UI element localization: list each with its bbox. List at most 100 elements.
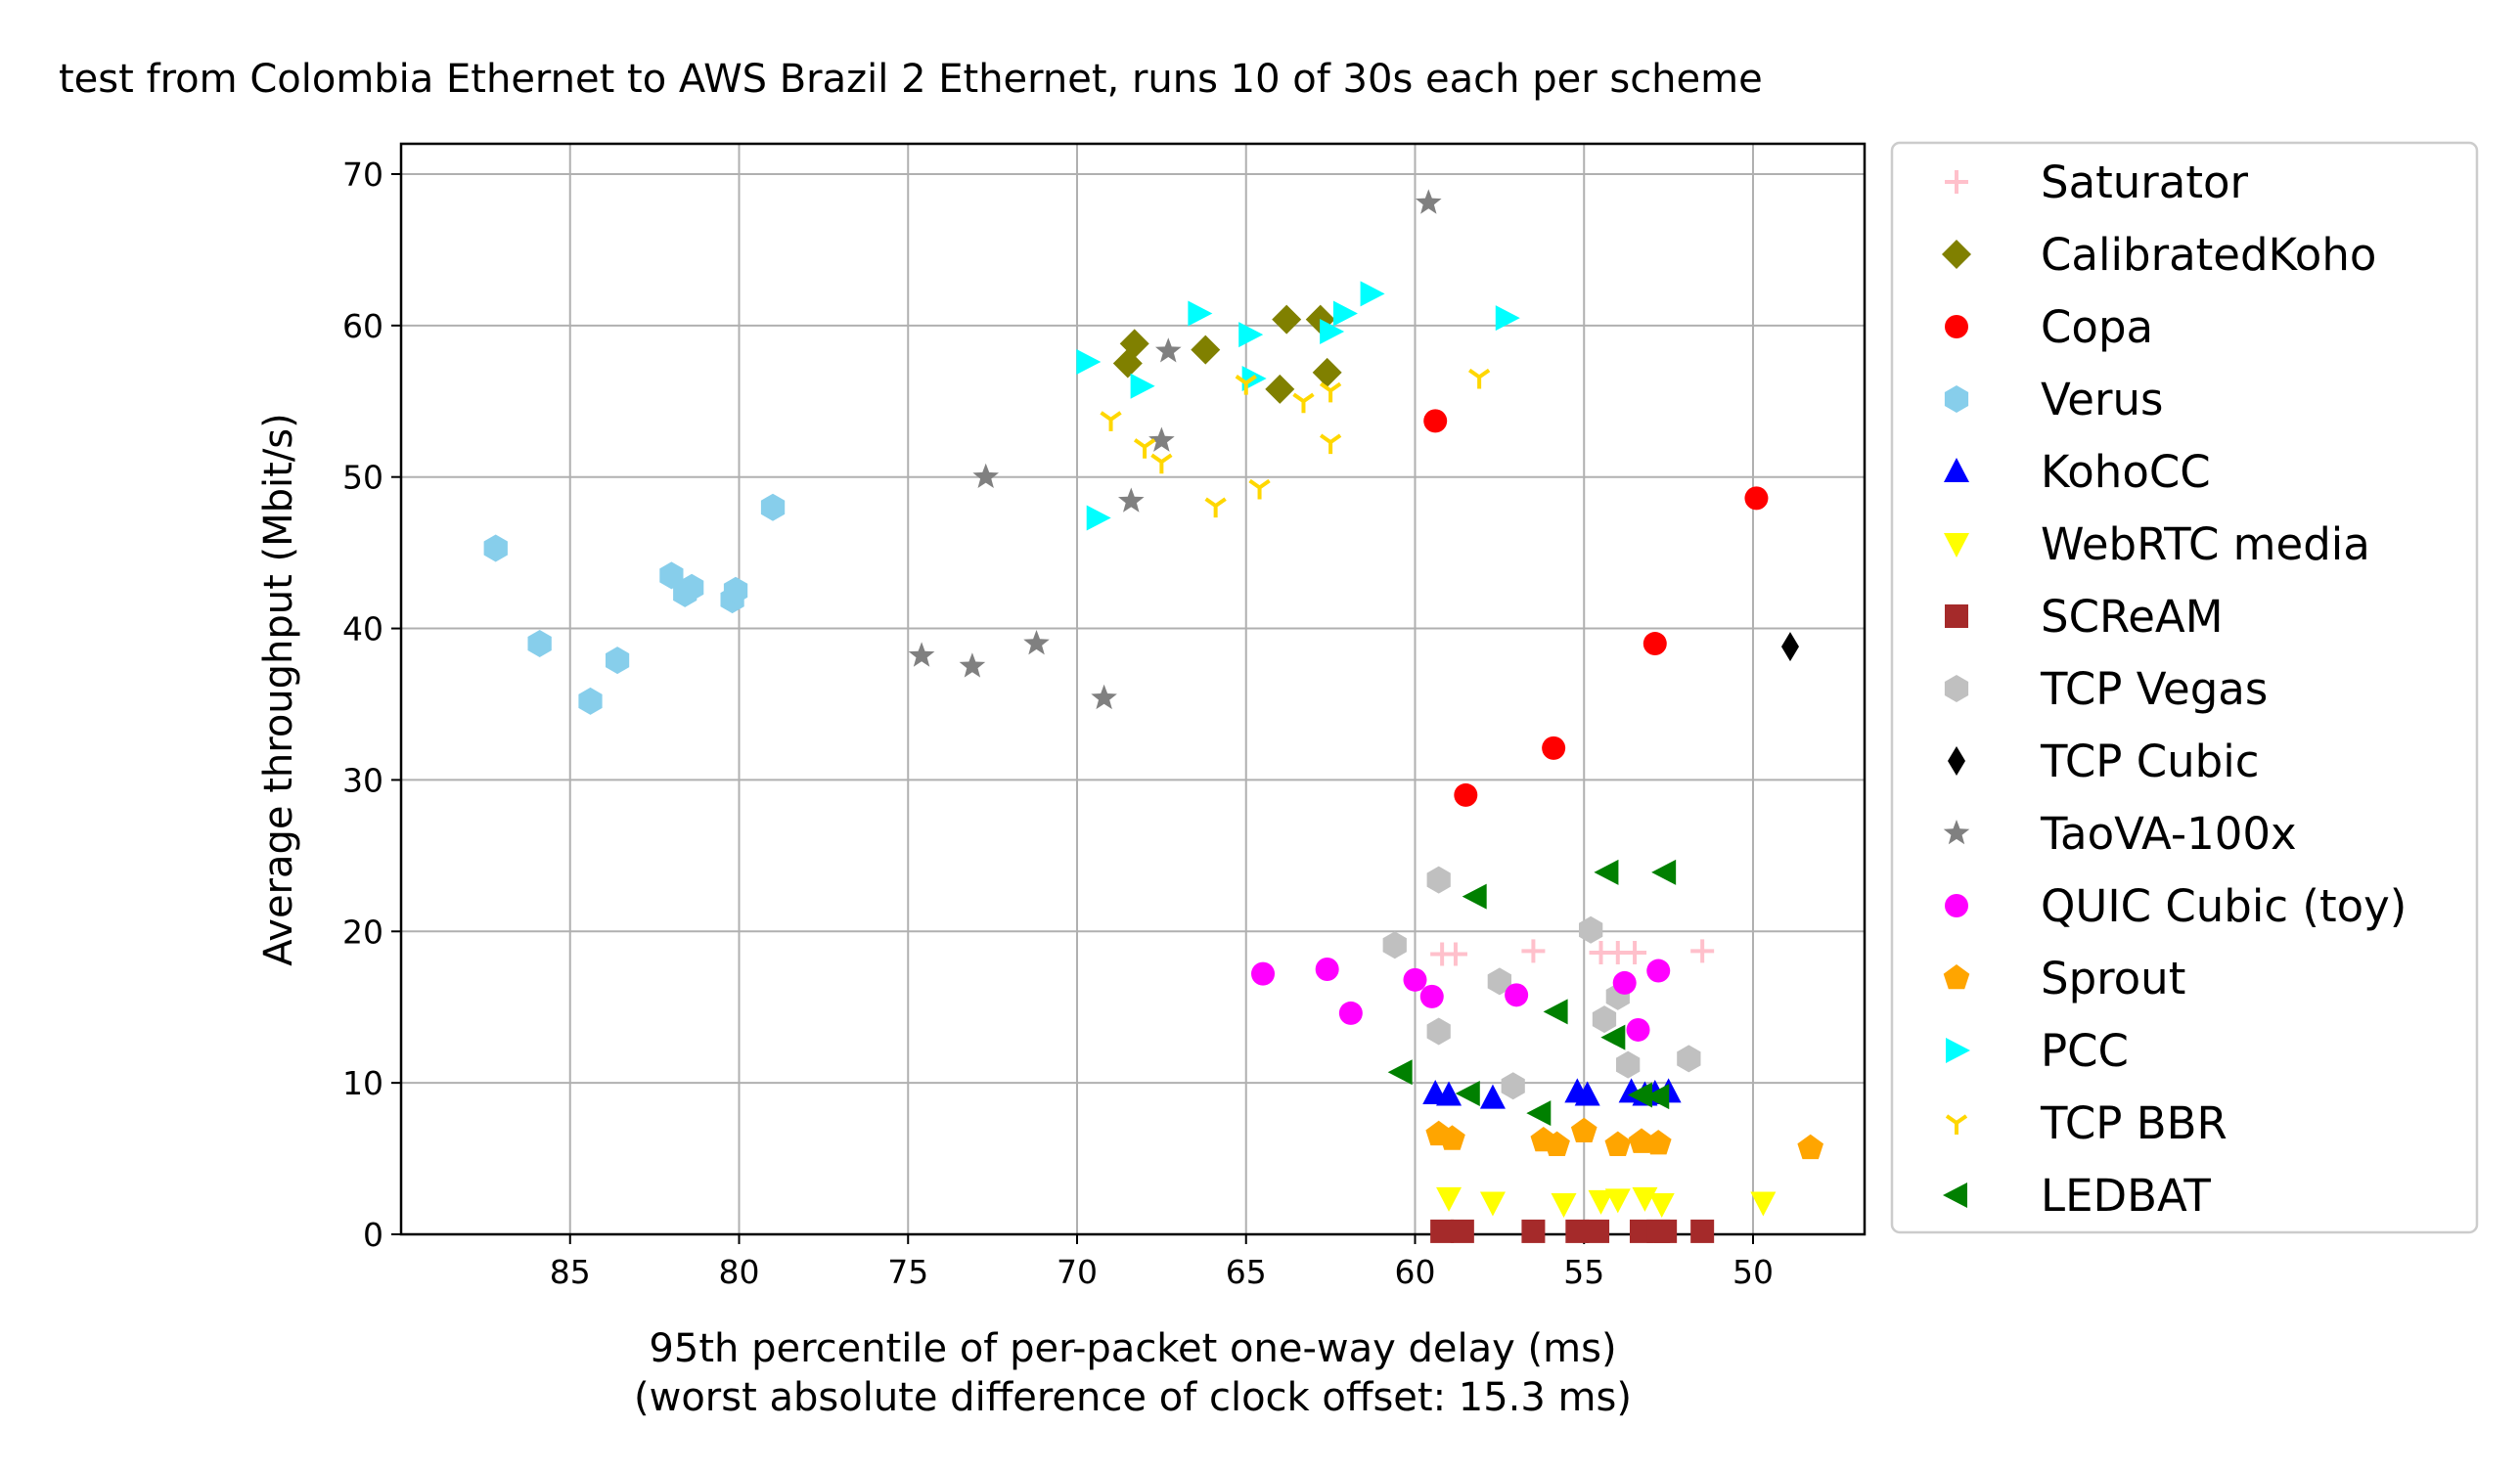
data-point-calibratedkoho bbox=[1272, 304, 1302, 335]
legend-item-tcp-vegas: TCP Vegas bbox=[1944, 663, 2268, 715]
data-point-ledbat bbox=[1627, 1082, 1652, 1108]
x-tick-label: 75 bbox=[887, 1253, 928, 1291]
series-scream bbox=[1430, 1219, 1715, 1243]
data-point-tcp-vegas bbox=[1579, 915, 1603, 944]
data-point-pcc bbox=[1076, 349, 1102, 375]
data-point-webrtc-media bbox=[1436, 1186, 1462, 1212]
grid-lines bbox=[401, 144, 1865, 1235]
legend-marker-taova-100x bbox=[1943, 820, 1970, 845]
legend-label-quic-cubic-toy: QUIC Cubic (toy) bbox=[2041, 880, 2407, 932]
legend-item-tcp-cubic: TCP Cubic bbox=[1948, 736, 2259, 787]
data-point-copa bbox=[1423, 409, 1448, 433]
data-point-calibratedkoho bbox=[1191, 335, 1221, 365]
data-point-pcc bbox=[1360, 281, 1385, 307]
data-point-pcc bbox=[1495, 305, 1520, 332]
data-point-verus bbox=[527, 630, 552, 657]
data-point-verus bbox=[606, 647, 630, 675]
legend-marker-pcc bbox=[1946, 1038, 1970, 1063]
data-point-verus bbox=[760, 493, 786, 521]
legend-item-tcp-bbr: TCP BBR bbox=[1945, 1097, 2228, 1149]
legend-marker-scream bbox=[1945, 604, 1968, 628]
data-point-pcc bbox=[1332, 300, 1358, 327]
legend-item-saturator: Saturator bbox=[1945, 156, 2249, 208]
legend-marker-tcp-cubic bbox=[1948, 746, 1965, 776]
data-point-taova-100x bbox=[1148, 426, 1175, 452]
data-point-tcp-bbr bbox=[1133, 438, 1156, 459]
data-point-taova-100x bbox=[1155, 337, 1182, 363]
series-sprout bbox=[1425, 1117, 1823, 1160]
y-tick-label: 60 bbox=[342, 307, 383, 345]
data-point-webrtc-media bbox=[1750, 1191, 1777, 1217]
data-point-saturator bbox=[1443, 942, 1467, 966]
plot-area-frame bbox=[399, 142, 1867, 1236]
y-tick-label: 50 bbox=[342, 459, 383, 497]
data-point-sprout bbox=[1797, 1134, 1823, 1160]
data-point-webrtc-media bbox=[1479, 1191, 1506, 1217]
legend-item-sprout: Sprout bbox=[1943, 953, 2185, 1004]
legend-item-kohocc: KohoCC bbox=[1944, 446, 2211, 498]
data-point-pcc bbox=[1130, 373, 1155, 399]
series-quic-cubic-toy bbox=[1251, 957, 1671, 1042]
data-point-taova-100x bbox=[1416, 189, 1442, 214]
data-point-scream bbox=[1450, 1219, 1474, 1243]
y-tick-label: 10 bbox=[342, 1064, 383, 1102]
x-axis-sublabel: (worst absolute difference of clock offs… bbox=[634, 1375, 1632, 1420]
data-point-saturator bbox=[1623, 940, 1647, 964]
data-point-pcc bbox=[1188, 300, 1213, 327]
data-point-sprout bbox=[1439, 1125, 1465, 1150]
data-point-tcp-vegas bbox=[1677, 1045, 1701, 1073]
data-point-tcp-bbr bbox=[1319, 381, 1342, 403]
legend-label-tcp-bbr: TCP BBR bbox=[2040, 1097, 2228, 1149]
legend-item-webrtc-media: WebRTC media bbox=[1944, 518, 2370, 570]
data-point-quic-cubic-toy bbox=[1646, 959, 1671, 983]
legend-item-ledbat: LEDBAT bbox=[1943, 1170, 2211, 1222]
data-point-ledbat bbox=[1543, 999, 1568, 1025]
data-point-tcp-bbr bbox=[1100, 411, 1122, 431]
data-point-copa bbox=[1542, 736, 1566, 760]
data-point-taova-100x bbox=[959, 652, 986, 678]
data-point-tcp-bbr bbox=[1319, 433, 1342, 455]
legend-item-quic-cubic-toy: QUIC Cubic (toy) bbox=[1945, 880, 2407, 932]
data-point-tcp-bbr bbox=[1467, 368, 1491, 389]
legend-label-verus: Verus bbox=[2041, 374, 2163, 425]
data-point-sprout bbox=[1570, 1117, 1598, 1142]
y-tick-label: 20 bbox=[342, 913, 383, 951]
legend-marker-quic-cubic-toy bbox=[1945, 894, 1968, 917]
data-point-scream bbox=[1430, 1219, 1455, 1243]
data-point-tcp-vegas bbox=[1592, 1005, 1617, 1034]
legend-item-pcc: PCC bbox=[1946, 1025, 2129, 1077]
legend-item-copa: Copa bbox=[1945, 301, 2153, 353]
legend-label-calibratedkoho: CalibratedKoho bbox=[2041, 229, 2376, 281]
data-point-quic-cubic-toy bbox=[1403, 967, 1427, 992]
chart-title: test from Colombia Ethernet to AWS Brazi… bbox=[59, 57, 1763, 102]
legend-marker-saturator bbox=[1945, 170, 1968, 194]
legend-marker-sprout bbox=[1943, 964, 1970, 990]
x-tick-label: 60 bbox=[1394, 1253, 1435, 1291]
data-point-copa bbox=[1454, 782, 1478, 807]
data-point-scream bbox=[1653, 1219, 1678, 1243]
y-tick-label: 70 bbox=[342, 156, 383, 194]
legend-item-scream: SCReAM bbox=[1945, 591, 2224, 643]
y-axis-ticks: 0 10 20 30 40 50 60 70 bbox=[342, 156, 401, 1254]
legend-label-tcp-cubic: TCP Cubic bbox=[2040, 736, 2259, 787]
x-axis-ticks: 85 80 75 70 65 60 55 50 bbox=[550, 1234, 1774, 1291]
legend-item-verus: Verus bbox=[1944, 374, 2163, 425]
legend-label-saturator: Saturator bbox=[2041, 156, 2249, 208]
legend-label-kohocc: KohoCC bbox=[2041, 446, 2211, 498]
data-point-quic-cubic-toy bbox=[1251, 961, 1276, 986]
data-point-ledbat bbox=[1455, 1080, 1480, 1106]
legend-marker-verus bbox=[1944, 385, 1969, 413]
data-point-quic-cubic-toy bbox=[1505, 983, 1529, 1007]
legend-label-ledbat: LEDBAT bbox=[2041, 1170, 2211, 1222]
data-point-scream bbox=[1690, 1219, 1715, 1243]
data-point-tcp-bbr bbox=[1248, 478, 1271, 500]
data-point-tcp-bbr bbox=[1292, 392, 1315, 414]
data-point-saturator bbox=[1690, 939, 1715, 963]
data-point-ledbat bbox=[1594, 859, 1619, 885]
legend-label-pcc: PCC bbox=[2041, 1025, 2129, 1077]
data-point-taova-100x bbox=[1091, 684, 1117, 710]
x-tick-label: 80 bbox=[718, 1253, 759, 1291]
data-point-ledbat bbox=[1600, 1024, 1626, 1050]
data-point-webrtc-media bbox=[1588, 1189, 1614, 1215]
legend-item-taova-100x: TaoVA-100x bbox=[1943, 808, 2297, 860]
